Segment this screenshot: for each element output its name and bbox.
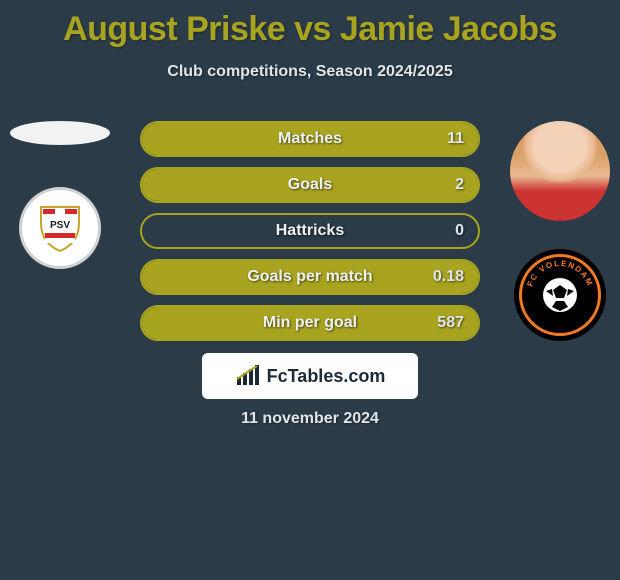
stat-row-goals: Goals 2	[140, 167, 480, 203]
stat-value: 0.18	[433, 268, 464, 286]
subtitle: Club competitions, Season 2024/2025	[0, 63, 620, 81]
stat-value: 587	[437, 314, 464, 332]
club-logo-psv: PSV	[19, 187, 101, 269]
stat-label: Hattricks	[142, 222, 478, 240]
logo-text: FcTables.com	[267, 366, 386, 387]
stat-label: Matches	[142, 130, 478, 148]
stat-row-goals-per-match: Goals per match 0.18	[140, 259, 480, 295]
svg-text:PSV: PSV	[50, 220, 70, 231]
date-label: 11 november 2024	[0, 410, 620, 428]
stat-value: 2	[455, 176, 464, 194]
stat-label: Goals	[142, 176, 478, 194]
right-column: FC VOLENDAM	[510, 121, 610, 341]
stat-bars: Matches 11 Goals 2 Hattricks 0 Goals per…	[140, 121, 480, 351]
stat-label: Goals per match	[142, 268, 478, 286]
stat-row-matches: Matches 11	[140, 121, 480, 157]
stat-row-hattricks: Hattricks 0	[140, 213, 480, 249]
stat-row-min-per-goal: Min per goal 587	[140, 305, 480, 341]
left-column: PSV	[10, 121, 110, 269]
stat-label: Min per goal	[142, 314, 478, 332]
player-avatar-left	[10, 121, 110, 145]
stat-value: 11	[447, 130, 464, 148]
psv-shield-icon: PSV	[35, 203, 85, 253]
stat-value: 0	[455, 222, 464, 240]
volendam-ring-icon: FC VOLENDAM	[519, 254, 601, 336]
page-title: August Priske vs Jamie Jacobs	[0, 0, 620, 49]
player-avatar-right	[510, 121, 610, 221]
club-logo-volendam: FC VOLENDAM	[514, 249, 606, 341]
fctables-logo: FcTables.com	[202, 353, 418, 399]
bars-icon	[235, 365, 261, 387]
svg-text:FC VOLENDAM: FC VOLENDAM	[525, 259, 594, 288]
